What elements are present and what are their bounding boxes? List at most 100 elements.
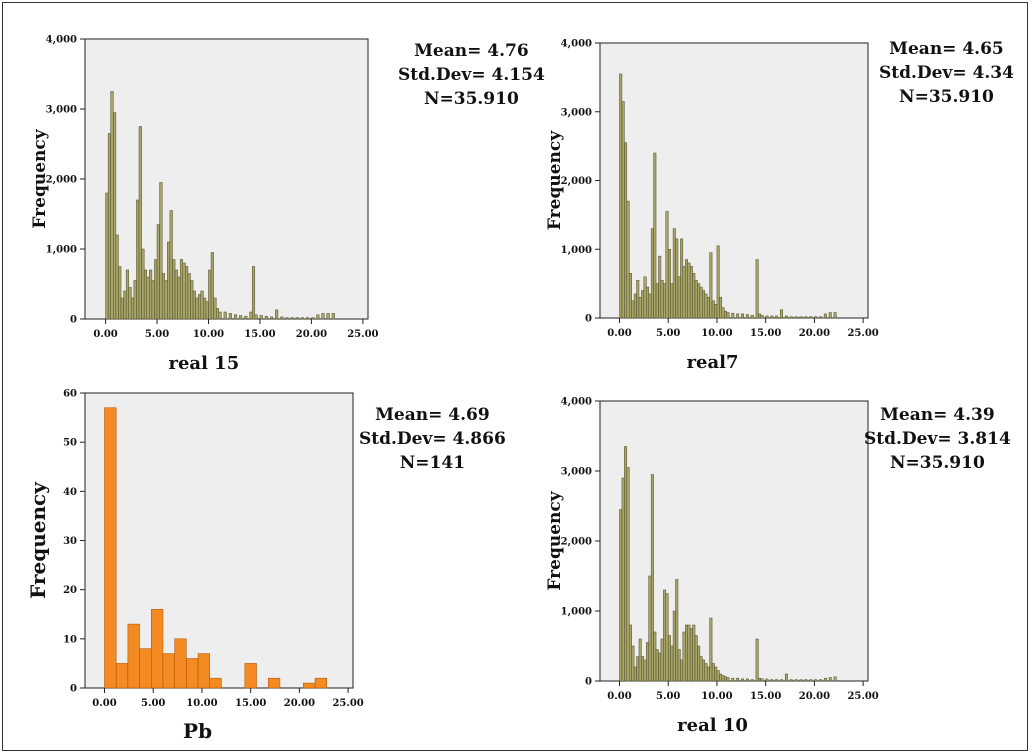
histogram-bar: [755, 259, 759, 319]
x-tick-label: 25.00: [847, 328, 878, 339]
histogram-bar: [784, 673, 788, 682]
x-tick-label: 20.00: [284, 698, 315, 709]
x-tick-label: 5.00: [145, 329, 169, 340]
histogram-bar: [205, 301, 209, 320]
x-tick-label: 5.00: [656, 691, 680, 702]
histogram-bar: [192, 290, 196, 320]
histogram-bar: [197, 294, 202, 320]
histogram-bar: [149, 269, 153, 320]
histogram-bar: [190, 280, 194, 320]
histogram-bar: [745, 314, 749, 319]
histogram-bar: [706, 297, 710, 319]
n-real10: N=35.910: [889, 453, 985, 473]
histogram-bar: [218, 311, 222, 320]
histogram-bar: [213, 297, 217, 320]
stats-real15: Mean= 4.76 Std.Dev= 4.154 N=35.910: [398, 39, 545, 111]
histogram-bar: [714, 304, 718, 319]
histogram-bar: [326, 313, 330, 320]
histogram-bar: [210, 252, 214, 320]
y-tick-label: 4,000: [561, 39, 592, 50]
histogram-bar: [670, 283, 674, 319]
histogram-bar: [648, 293, 652, 319]
histogram-bar: [814, 316, 818, 319]
histogram-bar: [185, 266, 189, 320]
histogram-bar: [151, 280, 155, 320]
std-real10: Std.Dev= 3.814: [864, 429, 1011, 449]
histogram-bar: [719, 297, 723, 319]
histogram-bar: [789, 679, 793, 682]
histogram-bar: [702, 290, 706, 319]
histogram-bar: [741, 313, 744, 319]
histogram-bar: [794, 316, 798, 319]
y-tick-label: 30: [63, 536, 77, 547]
histogram-bar: [118, 266, 122, 320]
histogram-bar: [624, 142, 628, 319]
histogram-bar: [162, 653, 175, 689]
histogram-bar: [127, 623, 140, 689]
histogram-bar: [133, 280, 137, 320]
x-axis-label: real 10: [677, 715, 748, 736]
y-tick-label: 1,000: [561, 245, 592, 256]
histogram-bar: [741, 678, 744, 682]
histogram-bar: [809, 679, 813, 682]
histogram-bar: [633, 666, 637, 682]
histogram-bar: [169, 210, 173, 320]
histogram-bar: [780, 679, 783, 682]
histogram-bar: [670, 645, 674, 682]
histogram-bar: [143, 269, 147, 320]
histogram-bar: [223, 311, 227, 320]
histogram-bar: [653, 152, 657, 319]
histogram-real15: 0 1,000 2,000 3,000 4,000 0.00 5.00 10.00 15.00 2…: [30, 35, 379, 375]
histogram-bar: [228, 313, 232, 320]
histogram-bar: [631, 300, 635, 319]
histogram-bar: [626, 467, 630, 682]
plot-area: [84, 38, 369, 320]
histogram-bar: [251, 266, 256, 320]
y-tick-label: 4,000: [46, 35, 77, 46]
histogram-bar: [755, 638, 759, 682]
histogram-bar: [680, 659, 684, 682]
histogram-bar: [833, 312, 837, 319]
histogram-bar: [765, 678, 769, 682]
histogram-bar: [628, 624, 632, 682]
histogram-bar: [665, 211, 669, 319]
histogram-bar: [136, 199, 140, 320]
histogram-bar: [197, 653, 210, 689]
histogram-bar: [687, 624, 691, 682]
n-real15: N=35.910: [423, 89, 519, 109]
histogram-bar: [174, 269, 178, 320]
histogram-bar: [750, 315, 754, 319]
stats-real7: Mean= 4.65 Std.Dev= 4.34 N=35.910: [879, 37, 1014, 109]
histogram-bar: [624, 446, 628, 682]
histogram-bar: [689, 628, 693, 682]
histogram-bar: [285, 317, 289, 320]
histogram-bar: [736, 313, 740, 319]
histogram-bar: [244, 315, 248, 320]
histogram-bar: [267, 677, 281, 689]
histogram-bar: [736, 677, 740, 682]
y-tick-label: 20: [63, 585, 77, 596]
n-pb: N=141: [399, 453, 466, 473]
histogram-bar: [125, 269, 129, 320]
x-tick-label: 10.00: [701, 691, 732, 702]
histogram-bar: [138, 126, 142, 320]
histogram-bar: [215, 308, 220, 320]
histogram-bar: [154, 259, 158, 320]
histogram-bar: [775, 679, 779, 682]
y-tick-label: 2,000: [46, 175, 77, 186]
std-pb: Std.Dev= 4.866: [359, 429, 506, 449]
mean-real15: Mean= 4.76: [414, 41, 529, 61]
histogram-bar: [195, 297, 199, 320]
y-axis-label: Frequency: [545, 130, 565, 230]
histogram-bar: [186, 658, 199, 689]
histogram-bar: [619, 509, 623, 682]
histogram-bar: [156, 224, 160, 320]
histogram-bar: [672, 610, 676, 682]
histogram-bar: [687, 262, 691, 319]
histogram-bar: [208, 269, 212, 320]
std-real15: Std.Dev= 4.154: [398, 65, 545, 85]
stats-real10: Mean= 4.39 Std.Dev= 3.814 N=35.910: [864, 403, 1011, 475]
histogram-bar: [650, 228, 654, 319]
y-axis-label: Frequency: [30, 128, 50, 228]
